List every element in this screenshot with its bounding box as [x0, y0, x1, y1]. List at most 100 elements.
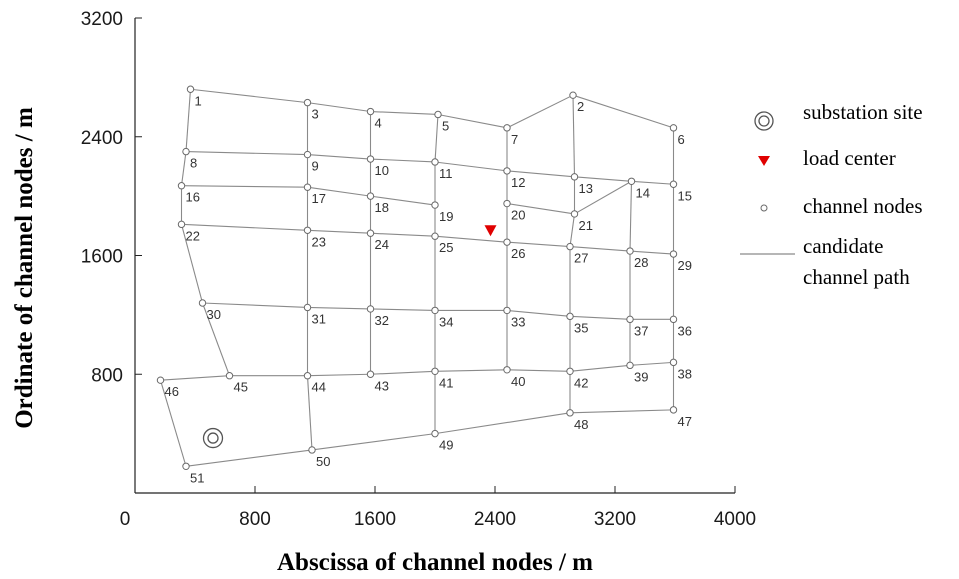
node-label-44: 44 [312, 380, 326, 395]
channel-node-10 [366, 155, 375, 163]
channel-node-22 [177, 220, 186, 229]
channel-path [181, 185, 308, 188]
channel-node-20 [503, 199, 511, 208]
node-label-29: 29 [678, 258, 692, 273]
channel-node-47 [669, 406, 678, 414]
channel-node-37 [626, 315, 634, 324]
node-label-14: 14 [636, 185, 650, 200]
legend-node-icon [760, 204, 768, 212]
y-tick-label: 800 [91, 365, 123, 386]
legend-load-center-icon [758, 156, 770, 166]
channel-path [629, 250, 674, 255]
channel-node-2 [569, 91, 577, 99]
channel-node-11 [431, 158, 439, 166]
node-label-39: 39 [634, 369, 648, 384]
channel-path [181, 223, 308, 231]
channel-node-13 [570, 173, 579, 181]
node-label-27: 27 [574, 251, 588, 266]
y-tick-label: 1600 [81, 247, 123, 268]
x-tick-label: 4000 [714, 509, 756, 530]
legend-path-label-line1: candidate [803, 234, 883, 258]
channel-path [202, 302, 308, 309]
channel-path [307, 186, 371, 197]
channel-path [629, 361, 674, 366]
channel-node-39 [626, 361, 634, 370]
channel-node-41 [431, 367, 439, 375]
node-label-10: 10 [375, 163, 389, 178]
node-label-47: 47 [678, 414, 692, 429]
channel-path [437, 113, 508, 129]
y-axis-title: Ordinate of channel nodes / m [11, 107, 38, 429]
channel-path [506, 369, 571, 372]
channel-path [434, 412, 571, 435]
channel-node-27 [566, 242, 574, 251]
node-label-38: 38 [678, 366, 692, 381]
node-label-43: 43 [375, 378, 389, 393]
channel-path [370, 232, 436, 237]
node-label-40: 40 [511, 374, 525, 389]
channel-path [307, 102, 371, 113]
node-label-30: 30 [207, 307, 221, 322]
channel-path [506, 241, 571, 248]
channel-path [307, 373, 371, 377]
channel-node-28 [626, 247, 634, 255]
node-label-7: 7 [511, 132, 518, 147]
channel-nodes [156, 85, 678, 470]
channel-node-48 [566, 409, 574, 417]
channel-paths [159, 88, 675, 467]
channel-node-35 [566, 312, 574, 321]
channel-path [506, 170, 575, 178]
channel-node-23 [303, 226, 312, 234]
node-label-50: 50 [316, 454, 330, 469]
channel-node-29 [669, 250, 678, 258]
channel-path [629, 181, 633, 252]
axes: 0 800 1600 2400 3200 4000 800 1600 2400 3200 [81, 9, 756, 530]
channel-node-44 [303, 372, 312, 380]
node-label-20: 20 [511, 208, 525, 223]
channel-node-36 [669, 315, 678, 324]
channel-path [306, 375, 313, 450]
channel-node-34 [431, 306, 439, 315]
x-tick-label: 0 [120, 509, 131, 530]
channel-path [569, 409, 674, 414]
channel-path [190, 88, 308, 104]
node-label-15: 15 [678, 188, 692, 203]
node-label-24: 24 [375, 237, 389, 252]
channel-node-14 [627, 177, 636, 185]
node-label-37: 37 [634, 323, 648, 338]
node-label-31: 31 [312, 311, 326, 326]
legend-substation-icon-inner [758, 115, 770, 127]
node-label-9: 9 [312, 159, 319, 174]
node-label-42: 42 [574, 375, 588, 390]
channel-node-17 [303, 183, 312, 191]
channel-path [434, 369, 508, 372]
channel-path [434, 235, 508, 243]
legend-substation-icon [754, 111, 774, 131]
channel-node-43 [366, 370, 375, 378]
channel-path [569, 246, 631, 252]
node-label-23: 23 [312, 234, 326, 249]
node-label-3: 3 [312, 107, 319, 122]
channel-path [370, 308, 436, 311]
channel-node-30 [198, 299, 207, 307]
channel-node-33 [503, 306, 511, 315]
channel-path [370, 195, 436, 206]
legend-substation-label: substation site [803, 100, 923, 124]
channel-node-49 [431, 429, 439, 438]
channel-path [631, 180, 674, 185]
node-label-49: 49 [439, 438, 453, 453]
node-label-16: 16 [186, 190, 200, 205]
y-tick-label: 2400 [81, 128, 123, 149]
node-label-22: 22 [186, 228, 200, 243]
channel-node-7 [503, 124, 511, 132]
substation-site-marker [202, 427, 224, 449]
channel-path [185, 449, 313, 467]
node-label-45: 45 [234, 380, 248, 395]
channel-path [434, 161, 508, 172]
node-label-4: 4 [375, 116, 382, 131]
node-label-25: 25 [439, 240, 453, 255]
channel-path [311, 433, 436, 451]
channel-path [307, 306, 371, 310]
x-axis-title: Abscissa of channel nodes / m [277, 549, 593, 576]
